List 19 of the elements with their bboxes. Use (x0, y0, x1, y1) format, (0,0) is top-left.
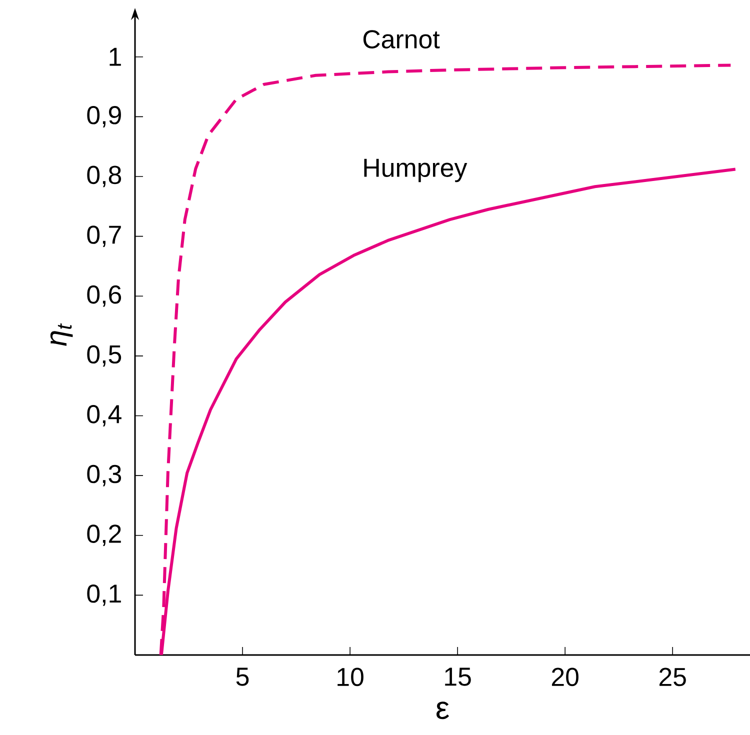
y-tick-label: 0,1 (87, 584, 121, 606)
x-tick-label: 15 (445, 668, 471, 686)
y-tick-label: 0,2 (87, 524, 121, 546)
y-tick-label: 0,8 (87, 166, 122, 188)
x-tick-label: 25 (659, 668, 686, 686)
y-tick-label: 0,4 (87, 405, 122, 426)
series-label: Humprey (364, 158, 468, 182)
x-tick-label: 10 (338, 668, 364, 686)
x-tick-label: 5 (236, 668, 249, 686)
series-label: Carnot (363, 30, 440, 48)
y-tick-label: 0,7 (87, 226, 121, 247)
y-axis-title: η$_{t}$ (50, 323, 73, 346)
y-tick-label: 0,3 (87, 464, 122, 486)
x-tick-label: 20 (552, 668, 578, 686)
y-tick-label: 1 (110, 48, 121, 66)
y-tick-label: 0,9 (87, 106, 121, 128)
y-tick-label: 0,5 (87, 345, 122, 367)
y-tick-label: 0,6 (87, 285, 122, 307)
x-axis-title: ε (436, 702, 450, 720)
